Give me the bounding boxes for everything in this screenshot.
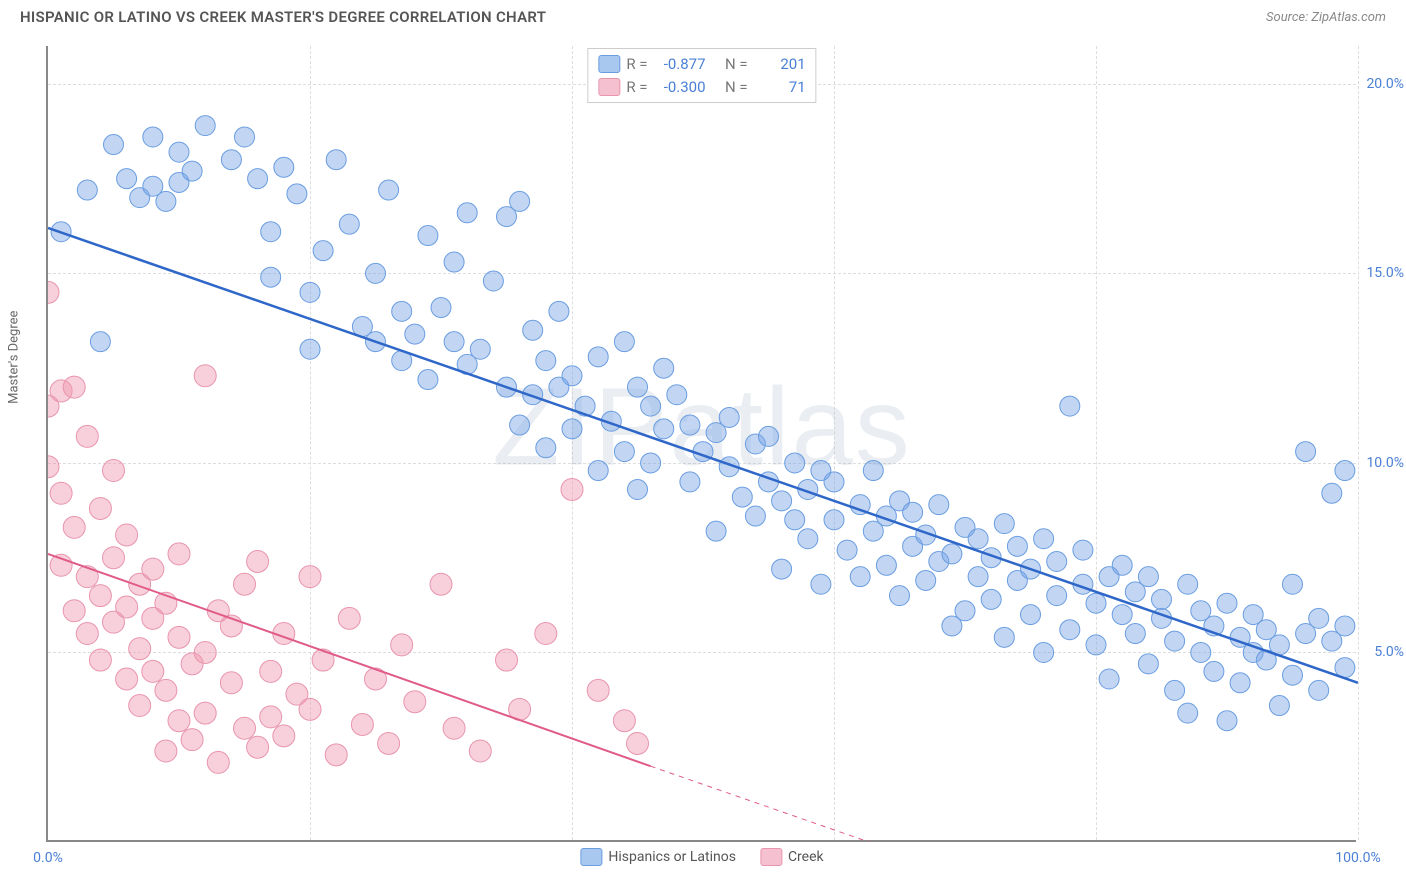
legend-stats-row: R =-0.877 N =201: [598, 53, 805, 76]
chart-container: Master's Degree ZIPatlas R =-0.877 N =20…: [46, 46, 1386, 842]
y-tick-label: 10.0%: [1366, 455, 1404, 471]
x-tick-label: 0.0%: [33, 850, 63, 866]
legend-swatch-icon: [598, 78, 620, 96]
legend-stats-row: R =-0.300 N =71: [598, 76, 805, 99]
source-attribution: Source: ZipAtlas.com: [1266, 10, 1386, 25]
x-tick-label: 100.0%: [1335, 850, 1380, 866]
legend-swatch-icon: [760, 848, 782, 866]
legend-series-item: Hispanics or Latinos: [580, 848, 736, 866]
y-tick-label: 20.0%: [1366, 76, 1404, 92]
plot-area: Master's Degree ZIPatlas R =-0.877 N =20…: [46, 46, 1356, 842]
correlation-legend: R =-0.877 N =201 R =-0.300 N =71: [587, 48, 816, 103]
chart-title: HISPANIC OR LATINO VS CREEK MASTER'S DEG…: [20, 8, 546, 26]
scatter-plot-svg: [48, 46, 1358, 842]
legend-swatch-icon: [580, 848, 602, 866]
y-tick-label: 15.0%: [1366, 265, 1404, 281]
grid-line-v: [1358, 46, 1359, 840]
y-axis-label: Master's Degree: [7, 311, 22, 404]
y-tick-label: 5.0%: [1374, 644, 1404, 660]
legend-swatch-icon: [598, 55, 620, 73]
legend-series-item: Creek: [760, 848, 824, 866]
series-legend: Hispanics or Latinos Creek: [580, 848, 823, 866]
